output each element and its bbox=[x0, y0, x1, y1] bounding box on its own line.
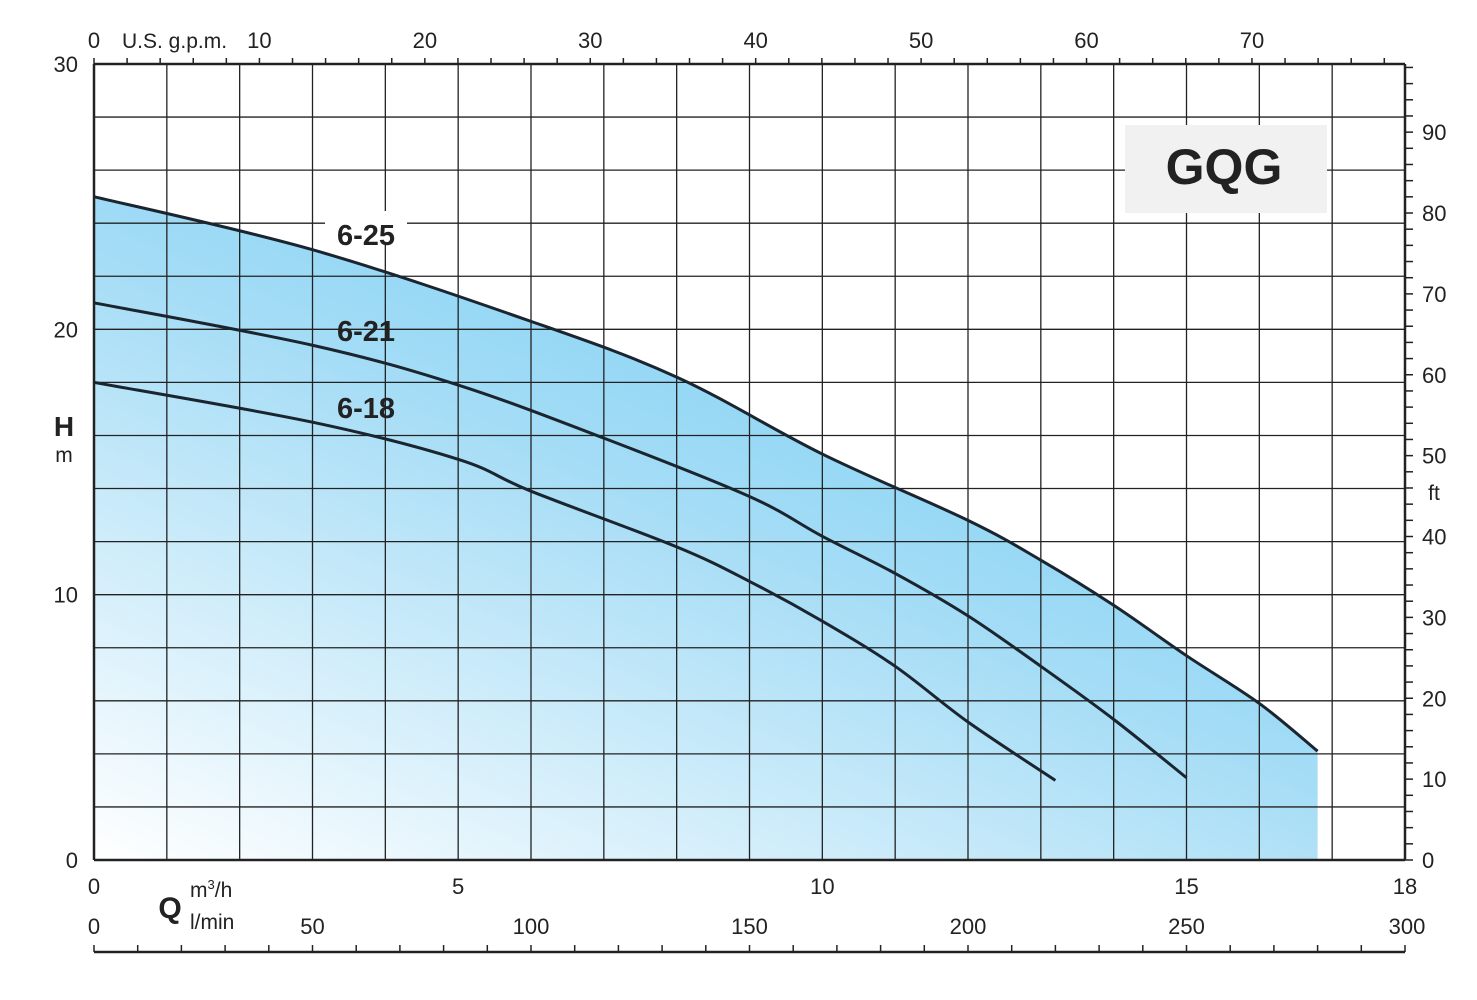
top-tick-label: 0 bbox=[88, 28, 100, 53]
lmin-tick-label: 100 bbox=[513, 914, 550, 939]
right-tick-label: 0 bbox=[1422, 848, 1434, 873]
right-tick-label: 50 bbox=[1422, 444, 1446, 469]
x-tick-label: 0 bbox=[88, 874, 100, 899]
y-tick-label: 0 bbox=[66, 848, 78, 873]
top-tick-label: 40 bbox=[743, 28, 767, 53]
curve-6-25 bbox=[93, 195, 1319, 753]
lmin-tick-label: 0 bbox=[88, 914, 100, 939]
lmin-tick-label: 200 bbox=[950, 914, 987, 939]
x-unit-lmin: l/min bbox=[190, 911, 234, 934]
x-unit-m3h: m3/h bbox=[190, 877, 232, 902]
top-tick-label: 20 bbox=[413, 28, 437, 53]
right-tick-label: 60 bbox=[1422, 363, 1446, 388]
curve-6-18 bbox=[93, 380, 1057, 782]
x-tick-label: 5 bbox=[452, 874, 464, 899]
top-tick-label: 30 bbox=[578, 28, 602, 53]
x-tick-label: 10 bbox=[810, 874, 834, 899]
lmin-tick-label: 250 bbox=[1168, 914, 1205, 939]
y-axis-unit: m bbox=[55, 444, 73, 467]
top-tick-label: 60 bbox=[1074, 28, 1098, 53]
x-axis-label: Q bbox=[158, 892, 181, 925]
y-tick-label: 20 bbox=[54, 317, 78, 342]
curve-6-21 bbox=[93, 301, 1188, 779]
chart-title: GQG bbox=[1166, 139, 1283, 195]
right-tick-label: 70 bbox=[1422, 282, 1446, 307]
y-axis-label: H bbox=[54, 411, 74, 442]
title-box bbox=[1125, 125, 1327, 213]
curve-label-6-18: 6-18 bbox=[337, 393, 395, 425]
lmin-tick-label: 50 bbox=[300, 914, 324, 939]
right-tick-label: 80 bbox=[1422, 201, 1446, 226]
lmin-tick-label: 300 bbox=[1389, 914, 1426, 939]
top-axis-label: U.S. g.p.m. bbox=[122, 30, 227, 53]
top-tick-label: 70 bbox=[1240, 28, 1264, 53]
y-tick-label: 10 bbox=[54, 583, 78, 608]
x-tick-label: 15 bbox=[1174, 874, 1198, 899]
y-right-unit: ft bbox=[1428, 482, 1440, 505]
curve-label-6-21: 6-21 bbox=[337, 316, 395, 348]
right-tick-label: 10 bbox=[1422, 767, 1446, 792]
curve-label-6-25: 6-25 bbox=[337, 220, 395, 252]
y-tick-label: 30 bbox=[54, 52, 78, 77]
top-tick-label: 50 bbox=[909, 28, 933, 53]
right-tick-label: 40 bbox=[1422, 525, 1446, 550]
right-tick-label: 30 bbox=[1422, 605, 1446, 630]
curve-label-bg bbox=[325, 211, 407, 243]
right-tick-label: 20 bbox=[1422, 686, 1446, 711]
top-tick-label: 10 bbox=[247, 28, 271, 53]
x-tick-label: 18 bbox=[1393, 874, 1417, 899]
right-tick-label: 90 bbox=[1422, 120, 1446, 145]
lmin-tick-label: 150 bbox=[731, 914, 768, 939]
curve-fill-area bbox=[94, 196, 1318, 860]
